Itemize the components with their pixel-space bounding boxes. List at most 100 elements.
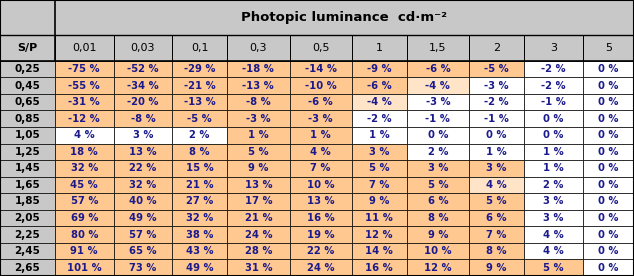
Text: 38 %: 38 % bbox=[186, 230, 214, 240]
Bar bbox=[524, 259, 583, 276]
Bar bbox=[290, 127, 352, 144]
Bar bbox=[0, 144, 55, 160]
Text: Photopic luminance  cd·m⁻²: Photopic luminance cd·m⁻² bbox=[242, 11, 448, 24]
Bar bbox=[352, 177, 407, 193]
Bar bbox=[227, 160, 290, 177]
Text: 3 %: 3 % bbox=[428, 163, 448, 173]
Text: 49 %: 49 % bbox=[186, 263, 214, 273]
Bar bbox=[407, 226, 469, 243]
Text: 3 %: 3 % bbox=[543, 197, 564, 206]
Bar bbox=[352, 110, 407, 127]
Bar bbox=[227, 226, 290, 243]
Bar bbox=[0, 127, 55, 144]
Bar bbox=[0, 193, 55, 210]
Text: -1 %: -1 % bbox=[425, 114, 450, 124]
Bar bbox=[469, 127, 524, 144]
Bar bbox=[113, 177, 172, 193]
Text: 57 %: 57 % bbox=[70, 197, 98, 206]
Bar bbox=[524, 210, 583, 226]
Bar bbox=[407, 160, 469, 177]
Text: 0,03: 0,03 bbox=[131, 43, 155, 53]
Text: 0 %: 0 % bbox=[598, 97, 619, 107]
Bar bbox=[227, 127, 290, 144]
Bar bbox=[227, 94, 290, 110]
Bar bbox=[407, 144, 469, 160]
Bar bbox=[113, 160, 172, 177]
Bar bbox=[524, 34, 583, 61]
Text: 1,85: 1,85 bbox=[15, 197, 41, 206]
Text: -18 %: -18 % bbox=[242, 64, 275, 74]
Text: 2,05: 2,05 bbox=[15, 213, 41, 223]
Text: -12 %: -12 % bbox=[68, 114, 100, 124]
Bar bbox=[290, 226, 352, 243]
Text: 9 %: 9 % bbox=[428, 230, 448, 240]
Text: 0 %: 0 % bbox=[428, 130, 448, 140]
Text: 32 %: 32 % bbox=[186, 213, 214, 223]
Bar bbox=[469, 210, 524, 226]
Bar bbox=[290, 34, 352, 61]
Text: 4 %: 4 % bbox=[486, 180, 507, 190]
Bar bbox=[469, 34, 524, 61]
Text: 4 %: 4 % bbox=[74, 130, 94, 140]
Text: 16 %: 16 % bbox=[365, 263, 393, 273]
Bar bbox=[113, 144, 172, 160]
Text: 21 %: 21 % bbox=[186, 180, 214, 190]
Text: 0 %: 0 % bbox=[486, 130, 507, 140]
Bar bbox=[469, 177, 524, 193]
Text: 3 %: 3 % bbox=[369, 147, 389, 157]
Bar bbox=[55, 61, 113, 77]
Text: 7 %: 7 % bbox=[369, 180, 389, 190]
Text: 4 %: 4 % bbox=[310, 147, 331, 157]
Text: -13 %: -13 % bbox=[184, 97, 216, 107]
Text: 15 %: 15 % bbox=[186, 163, 214, 173]
Bar bbox=[583, 193, 634, 210]
Bar bbox=[0, 94, 55, 110]
Bar bbox=[172, 110, 227, 127]
Bar bbox=[469, 193, 524, 210]
Bar bbox=[113, 226, 172, 243]
Text: 1,65: 1,65 bbox=[15, 180, 41, 190]
Bar bbox=[352, 144, 407, 160]
Bar bbox=[583, 226, 634, 243]
Text: 8 %: 8 % bbox=[486, 246, 507, 256]
Bar bbox=[352, 77, 407, 94]
Bar bbox=[113, 61, 172, 77]
Bar bbox=[172, 193, 227, 210]
Text: -6 %: -6 % bbox=[367, 81, 392, 91]
Bar bbox=[0, 110, 55, 127]
Bar bbox=[55, 94, 113, 110]
Bar bbox=[172, 34, 227, 61]
Bar bbox=[524, 226, 583, 243]
Text: -3 %: -3 % bbox=[425, 97, 450, 107]
Bar bbox=[172, 177, 227, 193]
Text: 0,25: 0,25 bbox=[15, 64, 41, 74]
Bar bbox=[469, 61, 524, 77]
Bar bbox=[113, 77, 172, 94]
Bar bbox=[407, 34, 469, 61]
Bar bbox=[0, 243, 55, 259]
Bar bbox=[583, 210, 634, 226]
Bar bbox=[407, 193, 469, 210]
Text: 32 %: 32 % bbox=[70, 163, 98, 173]
Text: 2,25: 2,25 bbox=[15, 230, 41, 240]
Bar bbox=[407, 243, 469, 259]
Bar bbox=[352, 34, 407, 61]
Bar bbox=[524, 77, 583, 94]
Text: 0 %: 0 % bbox=[598, 180, 619, 190]
Text: 8 %: 8 % bbox=[427, 213, 448, 223]
Text: 5 %: 5 % bbox=[369, 163, 390, 173]
Text: 0,65: 0,65 bbox=[15, 97, 41, 107]
Text: 5 %: 5 % bbox=[486, 197, 507, 206]
Bar bbox=[583, 177, 634, 193]
Bar bbox=[113, 127, 172, 144]
Text: 101 %: 101 % bbox=[67, 263, 101, 273]
Text: -13 %: -13 % bbox=[242, 81, 275, 91]
Text: -21 %: -21 % bbox=[184, 81, 216, 91]
Text: 12 %: 12 % bbox=[424, 263, 452, 273]
Text: -10 %: -10 % bbox=[305, 81, 337, 91]
Bar bbox=[524, 193, 583, 210]
Bar bbox=[55, 127, 113, 144]
Text: 14 %: 14 % bbox=[365, 246, 393, 256]
Bar bbox=[0, 77, 55, 94]
Text: S/P: S/P bbox=[17, 43, 37, 53]
